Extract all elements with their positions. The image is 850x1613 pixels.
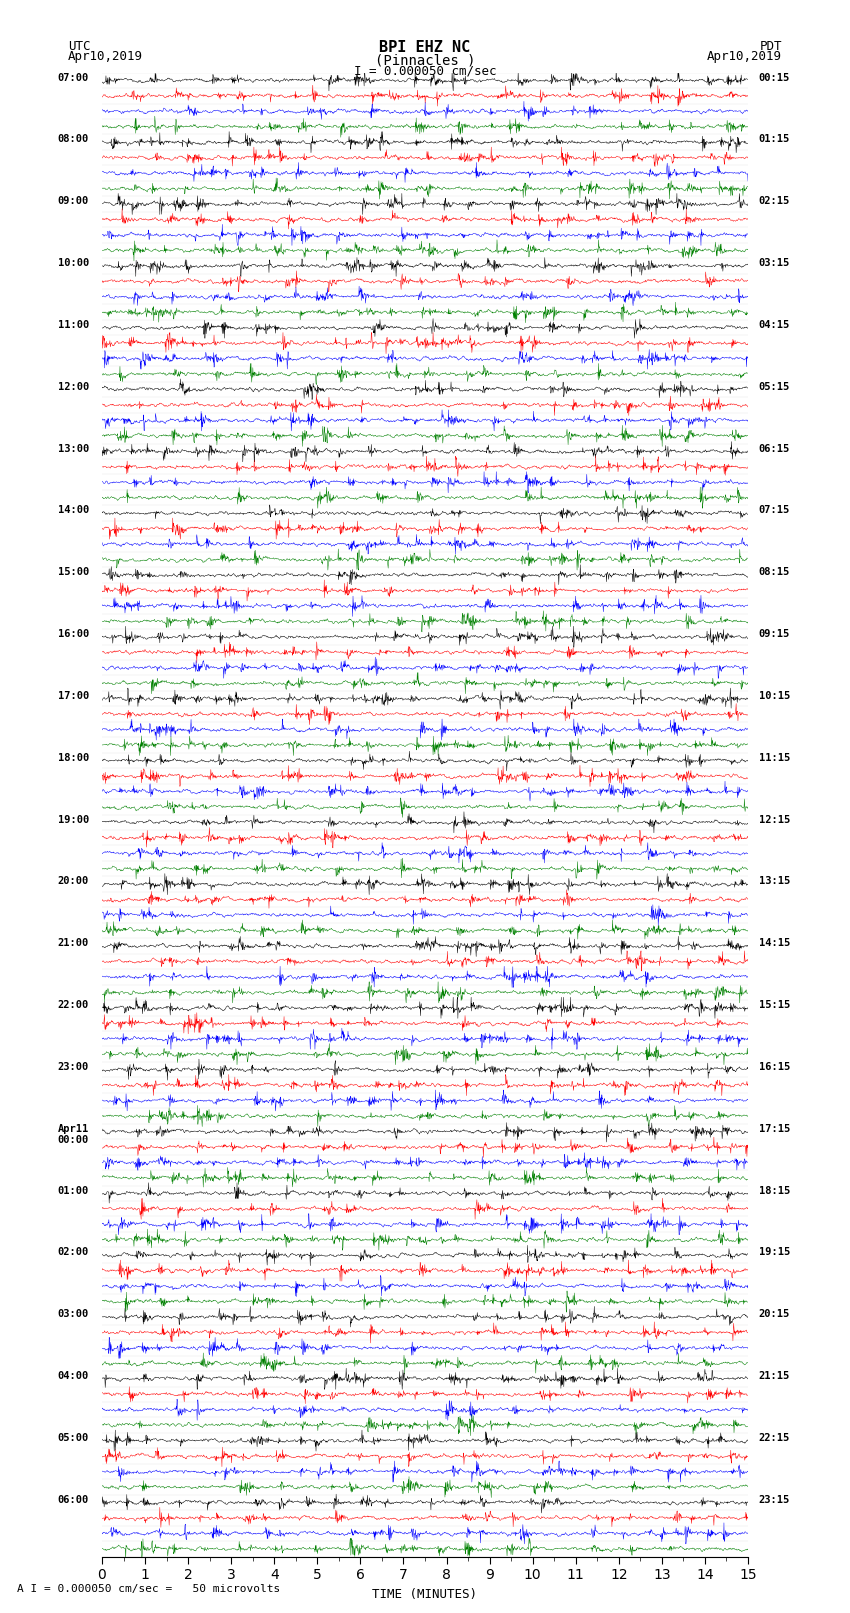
- Text: A I = 0.000050 cm/sec =   50 microvolts: A I = 0.000050 cm/sec = 50 microvolts: [17, 1584, 280, 1594]
- Text: PDT: PDT: [760, 40, 782, 53]
- Text: 14:00: 14:00: [58, 505, 89, 516]
- Text: (Pinnacles ): (Pinnacles ): [375, 53, 475, 68]
- Text: 13:15: 13:15: [759, 876, 790, 887]
- Text: 09:15: 09:15: [759, 629, 790, 639]
- Text: 01:15: 01:15: [759, 134, 790, 145]
- Text: Apr10,2019: Apr10,2019: [68, 50, 143, 63]
- Text: 18:15: 18:15: [759, 1186, 790, 1195]
- Text: 19:15: 19:15: [759, 1247, 790, 1258]
- Text: 11:00: 11:00: [58, 319, 89, 331]
- Text: UTC: UTC: [68, 40, 90, 53]
- Text: 03:15: 03:15: [759, 258, 790, 268]
- Text: 19:00: 19:00: [58, 815, 89, 824]
- Text: 12:15: 12:15: [759, 815, 790, 824]
- Text: 10:00: 10:00: [58, 258, 89, 268]
- Text: 17:00: 17:00: [58, 690, 89, 702]
- Text: 14:15: 14:15: [759, 939, 790, 948]
- Text: 12:00: 12:00: [58, 382, 89, 392]
- Text: 07:15: 07:15: [759, 505, 790, 516]
- Text: 21:15: 21:15: [759, 1371, 790, 1381]
- Text: 04:00: 04:00: [58, 1371, 89, 1381]
- Text: 10:15: 10:15: [759, 690, 790, 702]
- Text: 09:00: 09:00: [58, 197, 89, 206]
- Text: 08:15: 08:15: [759, 568, 790, 577]
- Text: 18:00: 18:00: [58, 753, 89, 763]
- Text: 20:15: 20:15: [759, 1310, 790, 1319]
- Text: 04:15: 04:15: [759, 319, 790, 331]
- X-axis label: TIME (MINUTES): TIME (MINUTES): [372, 1587, 478, 1602]
- Text: 06:15: 06:15: [759, 444, 790, 453]
- Text: I = 0.000050 cm/sec: I = 0.000050 cm/sec: [354, 65, 496, 77]
- Text: 00:15: 00:15: [759, 73, 790, 82]
- Text: 01:00: 01:00: [58, 1186, 89, 1195]
- Text: 11:15: 11:15: [759, 753, 790, 763]
- Text: 05:00: 05:00: [58, 1432, 89, 1444]
- Text: Apr11
00:00: Apr11 00:00: [58, 1124, 89, 1145]
- Text: 21:00: 21:00: [58, 939, 89, 948]
- Text: 16:00: 16:00: [58, 629, 89, 639]
- Text: Apr10,2019: Apr10,2019: [707, 50, 782, 63]
- Text: 02:15: 02:15: [759, 197, 790, 206]
- Text: 08:00: 08:00: [58, 134, 89, 145]
- Text: 16:15: 16:15: [759, 1061, 790, 1073]
- Text: 22:00: 22:00: [58, 1000, 89, 1010]
- Text: 02:00: 02:00: [58, 1247, 89, 1258]
- Text: 07:00: 07:00: [58, 73, 89, 82]
- Text: 17:15: 17:15: [759, 1124, 790, 1134]
- Text: 13:00: 13:00: [58, 444, 89, 453]
- Text: 15:00: 15:00: [58, 568, 89, 577]
- Text: 03:00: 03:00: [58, 1310, 89, 1319]
- Text: 06:00: 06:00: [58, 1495, 89, 1505]
- Text: 20:00: 20:00: [58, 876, 89, 887]
- Text: 23:00: 23:00: [58, 1061, 89, 1073]
- Text: BPI EHZ NC: BPI EHZ NC: [379, 40, 471, 55]
- Text: 23:15: 23:15: [759, 1495, 790, 1505]
- Text: 15:15: 15:15: [759, 1000, 790, 1010]
- Text: 22:15: 22:15: [759, 1432, 790, 1444]
- Text: 05:15: 05:15: [759, 382, 790, 392]
